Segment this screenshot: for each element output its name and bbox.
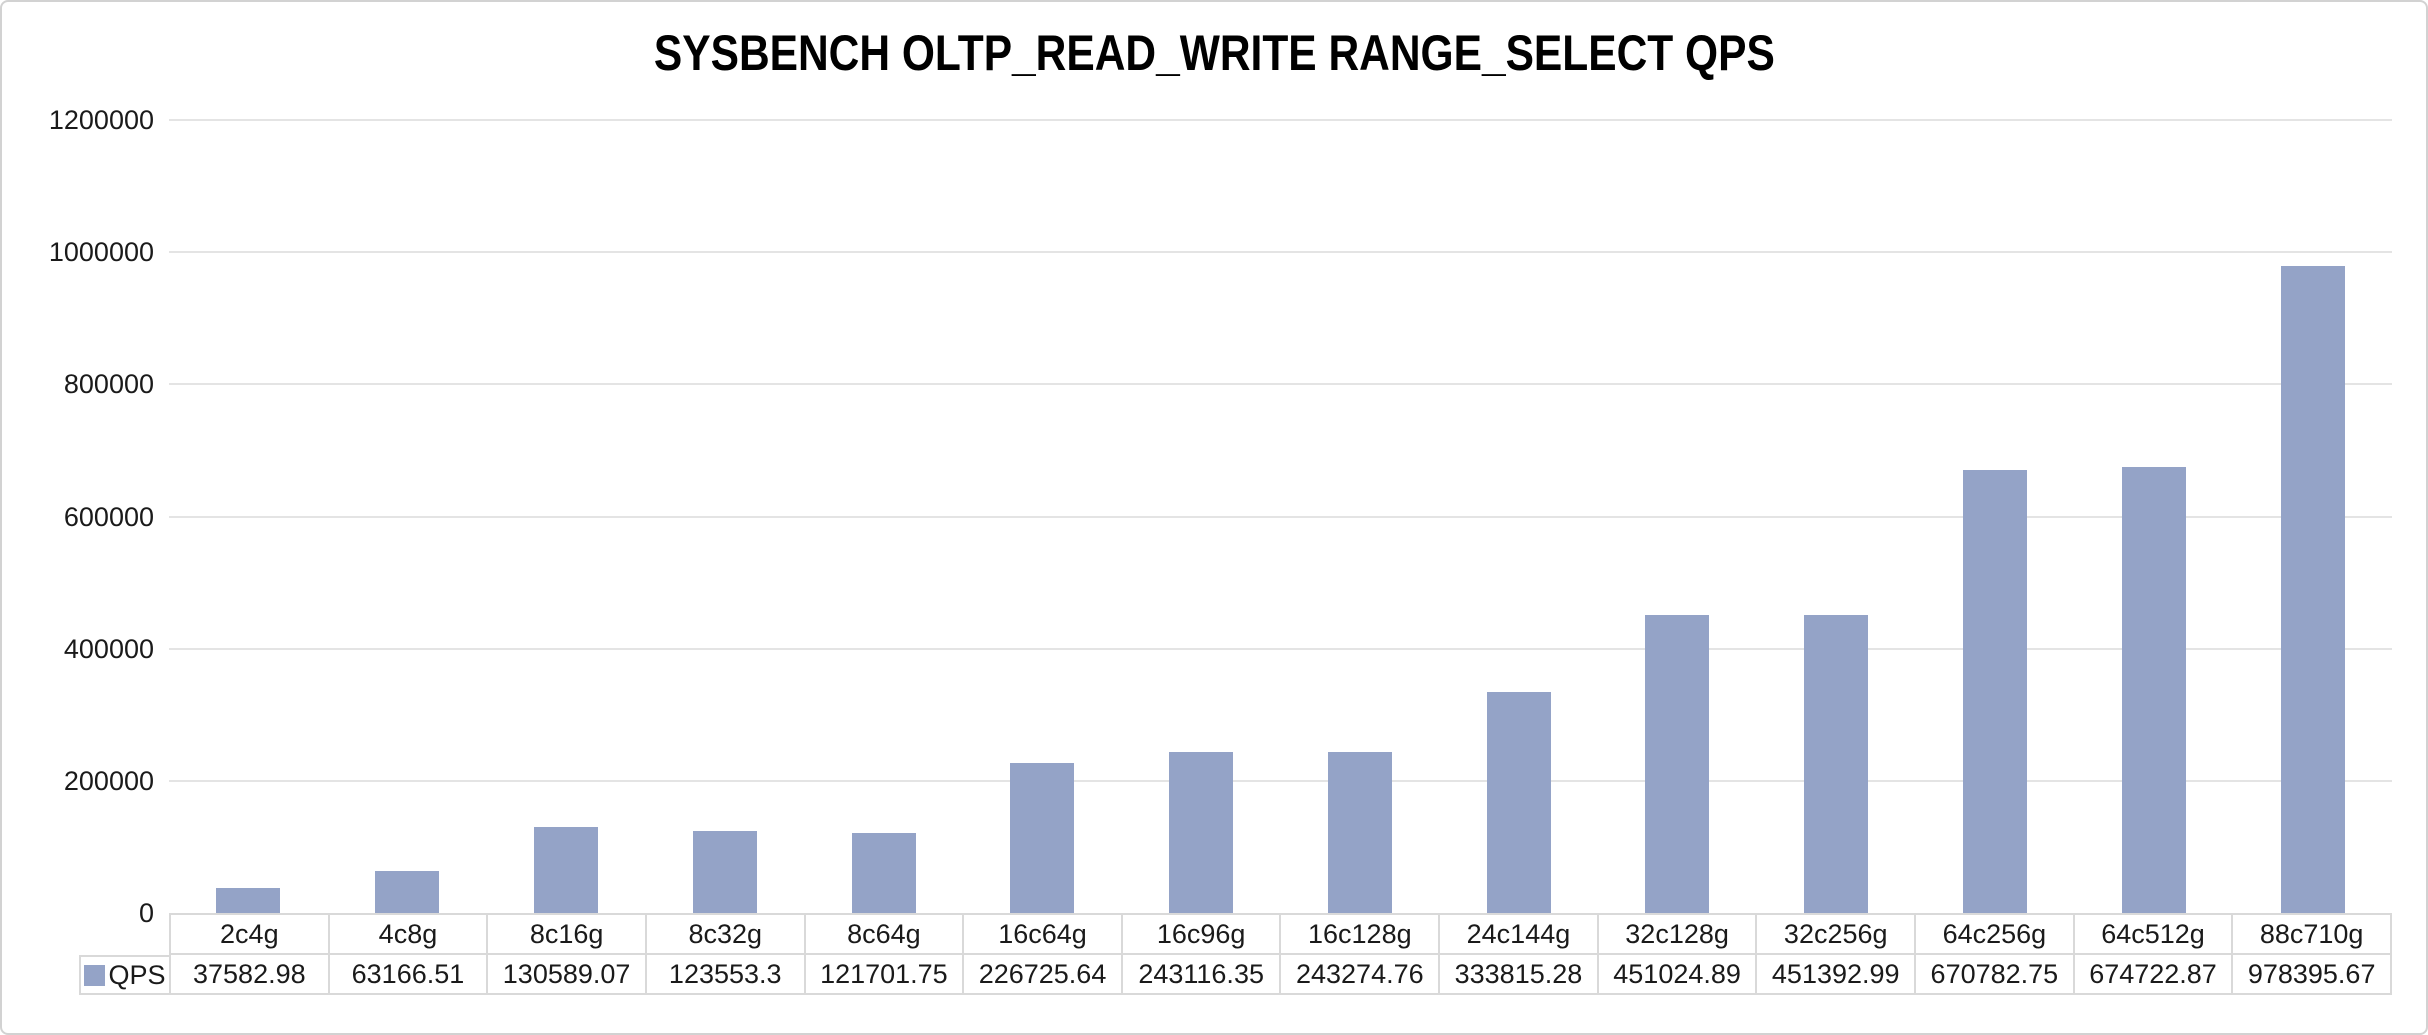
category-cell-16c96g: 16c96g xyxy=(1123,915,1282,953)
category-cell-88c710g: 88c710g xyxy=(2259,918,2364,949)
y-axis-tick-label: 1200000 xyxy=(48,105,154,135)
bar-qps-8c64g xyxy=(851,832,916,913)
value-cell-8c64g: 121701.75 xyxy=(806,955,965,993)
y-axis-tick-label: 0 xyxy=(138,898,154,928)
gridline xyxy=(169,383,2392,386)
y-axis-tick-label: 400000 xyxy=(63,633,154,664)
bar-qps-8c32g xyxy=(692,831,757,913)
y-axis-tick-label: 200000 xyxy=(63,765,154,796)
category-cell-24c144g: 24c144g xyxy=(1440,915,1599,953)
value-cell-8c32g: 123553.3 xyxy=(647,955,806,993)
category-cell-8c64g: 8c64g xyxy=(806,915,965,953)
bar-qps-24c144g xyxy=(1486,692,1551,913)
bar-qps-64c256g xyxy=(1963,469,2028,913)
qps-series-label: QPS xyxy=(108,959,166,990)
value-cell-88c710g: 978395.67 xyxy=(2247,958,2376,989)
category-cell-2c4g: 2c4g xyxy=(171,915,330,953)
y-axis-tick-label: 600000 xyxy=(63,501,154,532)
category-cell-64c256g: 64c256g xyxy=(1916,915,2075,953)
value-cell-24c144g: 333815.28 xyxy=(1440,955,1599,993)
value-cell-16c96g: 243116.35 xyxy=(1123,955,1282,993)
category-cell-8c32g: 8c32g xyxy=(647,915,806,953)
bar-qps-64c512g xyxy=(2121,467,2186,913)
category-header-row: 2c4g 4c8g 8c16g 8c32g 8c64g 16c64g 16c96g 16c12… xyxy=(169,913,2392,955)
legend-cell: QPS xyxy=(79,955,169,995)
qps-series-swatch-icon xyxy=(84,964,106,986)
value-cell-2c4g: 37582.98 xyxy=(171,955,330,993)
value-cell-16c64g: 226725.64 xyxy=(964,955,1123,993)
category-cell-4c8g: 4c8g xyxy=(330,915,489,953)
bar-qps-16c96g xyxy=(1169,752,1234,913)
value-cell-4c8g: 63166.51 xyxy=(330,955,489,993)
value-cell-32c128g: 451024.89 xyxy=(1599,955,1758,993)
bar-qps-4c8g xyxy=(375,871,440,913)
value-cell-64c512g: 674722.87 xyxy=(2075,955,2234,993)
bar-qps-16c64g xyxy=(1010,763,1075,913)
chart-title-text: SYSBENCH OLTP_READ_WRITE RANGE_SELECT QP… xyxy=(653,25,1775,81)
value-cell-64c256g: 670782.75 xyxy=(1916,955,2075,993)
category-cell-32c128g: 32c128g xyxy=(1599,915,1758,953)
bar-qps-88c710g xyxy=(2280,266,2345,913)
chart-title: SYSBENCH OLTP_READ_WRITE RANGE_SELECT QP… xyxy=(2,24,2426,82)
bar-qps-32c128g xyxy=(1645,614,1710,913)
bar-qps-2c4g xyxy=(216,888,281,913)
value-cell-16c128g: 243274.76 xyxy=(1281,955,1441,993)
gridline xyxy=(169,779,2392,782)
bar-qps-32c256g xyxy=(1804,614,1869,913)
gridline xyxy=(169,647,2392,650)
bar-qps-16c128g xyxy=(1327,752,1392,913)
y-axis-tick-label: 800000 xyxy=(63,369,154,400)
category-cell-16c128g: 16c128g xyxy=(1281,915,1441,953)
gridline xyxy=(169,515,2392,518)
value-cell-8c16g: 130589.07 xyxy=(488,955,647,993)
category-cell-8c16g: 8c16g xyxy=(488,915,647,953)
category-cell-32c256g: 32c256g xyxy=(1757,915,1917,953)
y-axis-tick-label: 1000000 xyxy=(48,237,154,268)
category-cell-64c512g: 64c512g xyxy=(2075,915,2234,953)
value-cell-32c256g: 451392.99 xyxy=(1757,955,1917,993)
bar-qps-8c16g xyxy=(533,826,598,913)
value-row: 37582.98 63166.51 130589.07 123553.3 121701.… xyxy=(169,955,2392,995)
gridline xyxy=(169,251,2392,254)
gridline xyxy=(169,119,2392,121)
category-cell-16c64g: 16c64g xyxy=(964,915,1123,953)
